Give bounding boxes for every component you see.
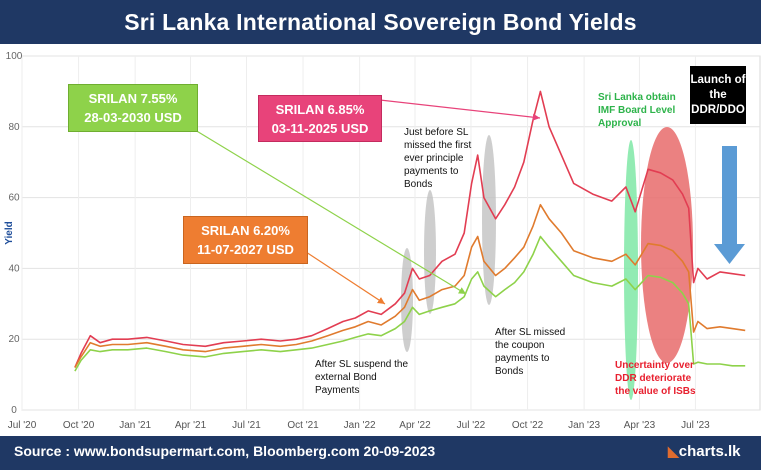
annotation-uncertainty: Uncertainty over DDR deteriorate the val… — [615, 360, 696, 397]
x-tick-label: Jan '23 — [568, 420, 600, 431]
annotation-suspend: After SL suspend the external Bond Payme… — [315, 359, 409, 396]
logo-mark-icon: ◣ — [668, 443, 679, 459]
annotation-launch: Launch of the DDR/DDO — [690, 66, 746, 124]
y-tick-label: 60 — [8, 193, 20, 204]
uncertainty-ellipse — [641, 127, 693, 363]
x-tick-label: Apr '23 — [624, 420, 656, 431]
callout-6-85: SRILAN 6.85% 03-11-2025 USD — [258, 95, 382, 142]
callout-7-55-line2: 28-03-2030 USD — [84, 110, 182, 125]
x-tick-label: Jul '20 — [8, 420, 37, 431]
x-tick-label: Jul '23 — [681, 420, 710, 431]
callout-7-55-line1: SRILAN 7.55% — [88, 91, 178, 106]
y-tick-label: 20 — [8, 334, 20, 345]
callout-7-55: SRILAN 7.55% 28-03-2030 USD — [68, 84, 198, 132]
annotation-principle: Just before SL missed the first ever pri… — [404, 127, 472, 190]
callout-6-20: SRILAN 6.20% 11-07-2027 USD — [183, 216, 308, 264]
series-line-1 — [74, 203, 746, 368]
imf-approval-ellipse — [624, 140, 638, 400]
y-axis-label: Yield — [4, 221, 15, 245]
y-tick-label: 40 — [8, 263, 20, 274]
callout-6-20-line2: 11-07-2027 USD — [197, 242, 294, 257]
logo-text: charts.lk — [678, 443, 741, 460]
x-tick-label: Jan '22 — [344, 420, 376, 431]
charts-lk-logo: ◣charts.lk — [668, 443, 740, 460]
y-tick-label: 80 — [8, 122, 20, 133]
source-text: Source : www.bondsupermart.com, Bloomber… — [14, 443, 436, 459]
callout-6-85-line2: 03-11-2025 USD — [271, 120, 369, 136]
x-tick-label: Jan '21 — [119, 420, 151, 431]
callout-arrow-7-55 — [194, 129, 467, 295]
annotation-imf: Sri Lanka obtain IMF Board Level Approva… — [598, 92, 676, 129]
callout-arrow-6-20 — [305, 251, 386, 305]
series-line-0 — [74, 90, 746, 368]
y-tick-label: 0 — [11, 405, 17, 416]
highlight-ellipse-may22 — [424, 190, 436, 314]
callout-6-85-line1: SRILAN 6.85% — [275, 101, 365, 117]
footer-bar: Source : www.bondsupermart.com, Bloomber… — [0, 436, 761, 470]
x-tick-label: Jul '21 — [232, 420, 261, 431]
chart-title: Sri Lanka International Sovereign Bond Y… — [124, 8, 637, 35]
series-line-2 — [74, 235, 746, 372]
annotation-coupon: After SL missed the coupon payments to B… — [495, 327, 566, 377]
x-tick-label: Apr '22 — [399, 420, 431, 431]
y-tick-label: 100 — [6, 51, 23, 62]
chart-title-bar: Sri Lanka International Sovereign Bond Y… — [0, 0, 761, 44]
down-arrow-icon — [714, 146, 745, 264]
x-tick-label: Jul '22 — [457, 420, 486, 431]
x-tick-label: Oct '21 — [287, 420, 319, 431]
x-tick-label: Oct '20 — [63, 420, 95, 431]
callout-arrow-6-85 — [379, 99, 541, 121]
callout-6-20-line1: SRILAN 6.20% — [201, 223, 290, 238]
x-tick-label: Oct '22 — [512, 420, 544, 431]
x-tick-label: Apr '21 — [175, 420, 207, 431]
